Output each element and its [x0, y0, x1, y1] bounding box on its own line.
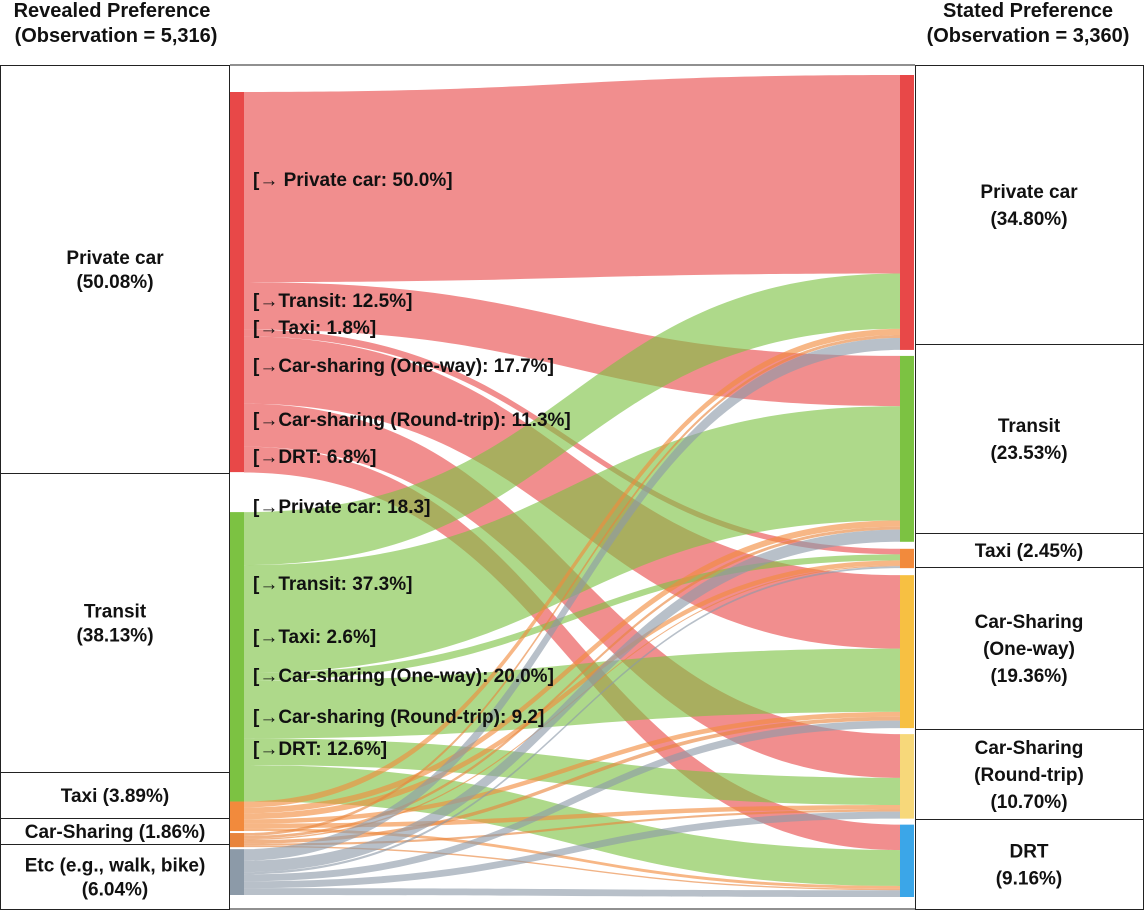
target-label-box-taxi: [915, 533, 1144, 568]
flow-label-transit-to-private-car: [→Private car: 18.3]: [253, 497, 430, 518]
source-node-bar-transit: [230, 512, 244, 802]
flow-taxi-to-transit: [244, 520, 900, 814]
flow-transit-to-private-car: [244, 273, 900, 566]
target-label-transit-line-0: Transit: [998, 416, 1061, 437]
flow-car-sharing-to-car-sharing-one-way: [244, 716, 900, 844]
label-box-layer: Private car (50.08%) Transit (38.13%) Taxi (…: [0, 65, 1144, 910]
flow-label-transit-to-car-sharing-one-way: [→Car-sharing (One-way): 20.0%]: [253, 666, 554, 687]
source-node-bar-private-car: [230, 92, 244, 473]
flow-etc-to-drt: [244, 888, 900, 897]
flow-taxi-to-drt: [244, 828, 900, 889]
flow-car-sharing-to-transit: [244, 526, 900, 839]
flow-layer: [244, 75, 900, 897]
flow-label-transit-to-drt: [→DRT: 12.6%]: [253, 739, 387, 760]
flow-label-private-car-to-transit: [→Transit: 12.5%]: [253, 291, 412, 312]
target-node-bar-private-car: [900, 75, 914, 350]
flow-label-private-car-to-car-sharing-one-way: [→Car-sharing (One-way): 17.7%]: [253, 356, 554, 377]
flow-car-sharing-to-car-sharing-round-trip: [244, 809, 900, 846]
target-label-taxi-line-0: Taxi (2.45%): [975, 541, 1083, 562]
flow-etc-to-transit: [244, 529, 900, 873]
target-node-bar-taxi: [900, 548, 914, 569]
target-label-car-sharing-round-trip-line-2: (10.70%): [990, 792, 1067, 813]
target-node-bar-car-sharing-round-trip: [900, 734, 914, 819]
flow-taxi-to-car-sharing-round-trip: [244, 804, 900, 829]
target-node-bar-car-sharing-one-way: [900, 575, 914, 729]
source-label-car-sharing-line-0: Car-Sharing (1.86%): [25, 822, 206, 843]
source-label-transit-line-0: Transit: [84, 602, 147, 623]
target-node-bar-transit: [900, 355, 914, 542]
node-bar-layer: [230, 75, 914, 897]
flow-transit-to-taxi: [244, 554, 900, 681]
flow-etc-to-car-sharing-round-trip: [244, 811, 900, 889]
source-label-taxi-line-0: Taxi (3.89%): [61, 786, 169, 807]
flow-private-car-to-drt: [244, 446, 900, 851]
left-header-observation: (Observation = 5,316): [15, 25, 218, 47]
target-label-box-transit: [915, 344, 1144, 534]
flow-label-layer: [→ Private car: 50.0%] [→Transit: 12.5%] […: [253, 170, 571, 760]
flow-transit-to-transit: [244, 406, 900, 674]
flow-label-private-car-to-car-sharing-round-trip: [→Car-sharing (Round-trip): 11.3%]: [253, 410, 571, 431]
source-label-box-taxi: [0, 772, 230, 819]
flow-label-private-car-to-taxi: [→Taxi: 1.8%]: [253, 318, 376, 339]
flow-car-sharing-to-private-car: [244, 334, 900, 836]
target-label-car-sharing-one-way-line-2: (19.36%): [990, 666, 1067, 687]
source-node-bar-taxi: [230, 801, 244, 832]
flow-taxi-to-private-car: [244, 328, 900, 808]
source-label-box-transit: [0, 473, 230, 773]
target-label-box-private-car: [915, 65, 1144, 345]
flow-private-car-to-private-car: [244, 75, 900, 283]
flow-transit-to-car-sharing-one-way: [244, 648, 900, 739]
flow-label-private-car-to-private-car: [→ Private car: 50.0%]: [253, 170, 453, 191]
source-label-private-car-line-1: (50.08%): [76, 272, 153, 293]
left-header-title: Revealed Preference: [14, 0, 211, 22]
target-node-bar-drt: [900, 824, 914, 897]
flow-label-transit-to-car-sharing-round-trip: [→Car-sharing (Round-trip): 9.2]: [253, 707, 544, 728]
target-label-box-car-sharing-round-trip: [915, 729, 1144, 820]
source-label-box-private-car: [0, 65, 230, 474]
source-node-bar-etc: [230, 849, 244, 895]
flow-private-car-to-transit: [244, 282, 900, 407]
flow-label-private-car-to-drt: [→DRT: 6.8%]: [253, 447, 377, 468]
flow-label-transit-to-transit: [→Transit: 37.3%]: [253, 574, 412, 595]
right-header-observation: (Observation = 3,360): [927, 25, 1130, 47]
target-label-private-car-line-1: (34.80%): [990, 209, 1067, 230]
target-label-drt-line-1: (9.16%): [996, 869, 1063, 890]
target-label-private-car-line-0: Private car: [980, 182, 1078, 203]
target-label-drt-line-0: DRT: [1009, 842, 1048, 863]
source-label-etc-line-0: Etc (e.g., walk, bike): [25, 856, 206, 877]
flow-label-transit-to-taxi: [→Taxi: 2.6%]: [253, 627, 376, 648]
flow-etc-to-private-car: [244, 337, 900, 861]
flow-etc-to-car-sharing-one-way: [244, 720, 900, 882]
right-header-title: Stated Preference: [943, 0, 1113, 22]
target-label-car-sharing-one-way-line-1: (One-way): [983, 639, 1075, 660]
target-label-box-drt: [915, 819, 1144, 910]
source-label-transit-line-1: (38.13%): [76, 626, 153, 647]
source-node-bar-car-sharing: [230, 833, 244, 848]
target-label-box-car-sharing-one-way: [915, 567, 1144, 730]
target-label-transit-line-1: (23.53%): [990, 443, 1067, 464]
flow-taxi-to-taxi: [244, 560, 900, 820]
source-label-etc-line-1: (6.04%): [82, 880, 149, 901]
target-label-car-sharing-one-way-line-0: Car-Sharing: [975, 612, 1084, 633]
flow-etc-to-taxi: [244, 566, 900, 875]
source-label-private-car-line-0: Private car: [66, 248, 164, 269]
target-label-car-sharing-round-trip-line-0: Car-Sharing: [975, 738, 1084, 759]
flow-car-sharing-to-drt: [244, 845, 900, 891]
target-label-car-sharing-round-trip-line-1: (Round-trip): [974, 765, 1084, 786]
flow-taxi-to-car-sharing-one-way: [244, 711, 900, 824]
source-label-box-car-sharing: [0, 818, 230, 845]
